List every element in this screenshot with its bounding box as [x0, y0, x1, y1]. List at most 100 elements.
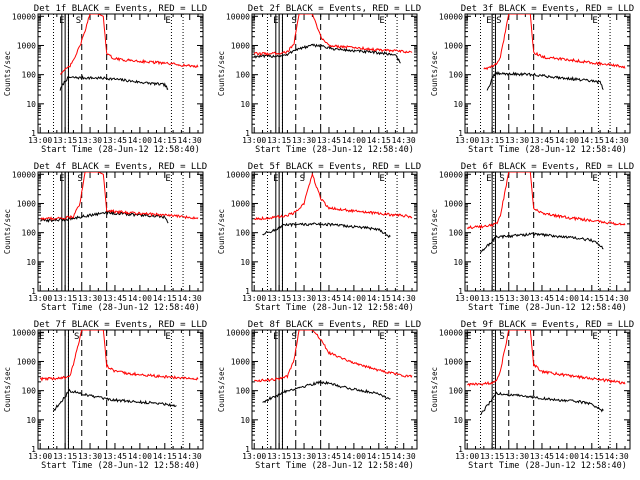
x-tick-label: 13:30 — [78, 136, 102, 145]
x-tick-label: 14:30 — [392, 452, 416, 461]
x-tick-label: 13:00 — [28, 452, 52, 461]
marker-label: E — [165, 16, 170, 26]
events-series-line — [480, 232, 604, 254]
y-tick-label: 10000 — [439, 328, 463, 337]
y-axis-label: Counts/sec — [3, 209, 12, 254]
x-tick-label: 14:00 — [555, 294, 579, 303]
marker-label: S — [300, 174, 305, 184]
x-tick-label: 14:30 — [178, 452, 202, 461]
x-tick-label: 13:15 — [267, 294, 291, 303]
x-tick-label: 13:15 — [53, 294, 77, 303]
y-axis-label: Counts/sec — [217, 51, 226, 96]
y-tick-label: 1 — [458, 287, 463, 296]
plot-frame — [37, 329, 204, 450]
lld-series-line — [254, 172, 413, 221]
y-tick-label: 10 — [453, 416, 463, 425]
marker-label: E — [165, 174, 170, 184]
x-tick-label: 14:30 — [178, 294, 202, 303]
x-tick-label: 13:00 — [455, 136, 479, 145]
x-tick-label: 14:00 — [555, 136, 579, 145]
marker-label: S — [77, 174, 82, 184]
y-tick-label: 10000 — [439, 170, 463, 179]
y-tick-label: 1 — [458, 129, 463, 138]
plot-frame — [251, 13, 418, 134]
x-axis-label: Start Time (28-Jun-12 12:58:40) — [255, 303, 414, 313]
x-tick-label: 13:00 — [28, 294, 52, 303]
marker-label: E — [59, 16, 64, 26]
plot-frame — [464, 171, 631, 292]
x-tick-label: 14:30 — [605, 452, 629, 461]
y-tick-label: 1 — [458, 445, 463, 454]
x-tick-label: 13:00 — [455, 452, 479, 461]
y-tick-label: 1 — [31, 129, 36, 138]
x-axis-label: Start Time (28-Jun-12 12:58:40) — [255, 145, 414, 155]
x-tick-label: 13:15 — [267, 136, 291, 145]
y-tick-label: 10 — [26, 416, 36, 425]
marker-label: S — [496, 16, 501, 26]
x-axis-label: Start Time (28-Jun-12 12:58:40) — [468, 303, 627, 313]
events-series-line — [262, 222, 391, 239]
panel-title: Det 5f BLACK = Events, RED = LLD — [248, 162, 421, 172]
x-axis-label: Start Time (28-Jun-12 12:58:40) — [468, 145, 627, 155]
x-tick-label: 13:15 — [480, 294, 504, 303]
x-axis-label: Start Time (28-Jun-12 12:58:40) — [41, 145, 200, 155]
x-tick-label: 13:45 — [530, 294, 554, 303]
y-tick-label: 10 — [240, 100, 250, 109]
x-tick-label: 14:15 — [367, 136, 391, 145]
marker-label: E — [273, 332, 278, 342]
y-tick-label: 1 — [31, 287, 36, 296]
events-series-line — [480, 391, 604, 416]
y-tick-label: 10000 — [226, 170, 250, 179]
x-tick-label: 13:00 — [242, 136, 266, 145]
plot-frame — [464, 13, 631, 134]
x-axis-label: Start Time (28-Jun-12 12:58:40) — [41, 461, 200, 471]
y-tick-label: 100 — [449, 387, 464, 396]
panel-7: Det 7f BLACK = Events, RED = LLD 1 10 100 10… — [3, 320, 207, 471]
y-tick-label: 1000 — [17, 41, 36, 50]
x-tick-label: 14:00 — [342, 452, 366, 461]
marker-label: E — [59, 174, 64, 184]
lld-series-line — [253, 330, 413, 383]
events-series-line — [59, 75, 169, 91]
x-tick-label: 14:30 — [392, 294, 416, 303]
y-axis-label: Counts/sec — [217, 209, 226, 254]
x-tick-label: 13:30 — [292, 136, 316, 145]
y-tick-label: 100 — [236, 71, 251, 80]
x-tick-label: 13:00 — [242, 452, 266, 461]
y-tick-label: 1 — [31, 445, 36, 454]
marker-label: E — [273, 16, 278, 26]
x-tick-label: 13:30 — [78, 452, 102, 461]
marker-label: E — [592, 16, 597, 26]
x-tick-label: 14:15 — [153, 136, 177, 145]
panel-title: Det 6f BLACK = Events, RED = LLD — [461, 162, 634, 172]
y-tick-label: 100 — [449, 229, 464, 238]
y-tick-label: 100 — [236, 387, 251, 396]
x-tick-label: 13:15 — [480, 452, 504, 461]
x-tick-label: 13:15 — [53, 452, 77, 461]
panel-title: Det 3f BLACK = Events, RED = LLD — [461, 4, 634, 14]
y-tick-label: 10000 — [12, 12, 36, 21]
marker-label: E — [486, 16, 491, 26]
y-tick-label: 1000 — [444, 357, 463, 366]
x-tick-label: 14:00 — [555, 452, 579, 461]
y-axis-label: Counts/sec — [430, 51, 439, 96]
y-tick-label: 1000 — [444, 41, 463, 50]
panel-4: Det 4f BLACK = Events, RED = LLD 1 10 100 10… — [3, 162, 207, 313]
x-tick-label: 14:15 — [367, 452, 391, 461]
marker-label: E — [466, 332, 471, 342]
x-tick-label: 13:30 — [292, 294, 316, 303]
events-series-line — [53, 388, 177, 412]
x-tick-label: 14:30 — [605, 294, 629, 303]
panel-6: Det 6f BLACK = Events, RED = LLD 1 10 100 10… — [430, 162, 634, 313]
panel-3: Det 3f BLACK = Events, RED = LLD 1 10 100 10… — [430, 4, 634, 155]
x-tick-label: 13:15 — [53, 136, 77, 145]
x-tick-label: 14:15 — [580, 136, 604, 145]
marker-label: E — [39, 332, 44, 342]
x-tick-label: 13:30 — [78, 294, 102, 303]
y-tick-label: 10 — [453, 100, 463, 109]
x-tick-label: 14:15 — [580, 452, 604, 461]
marker-label: E — [379, 16, 384, 26]
lld-series-line — [60, 14, 199, 75]
x-tick-label: 13:30 — [292, 452, 316, 461]
